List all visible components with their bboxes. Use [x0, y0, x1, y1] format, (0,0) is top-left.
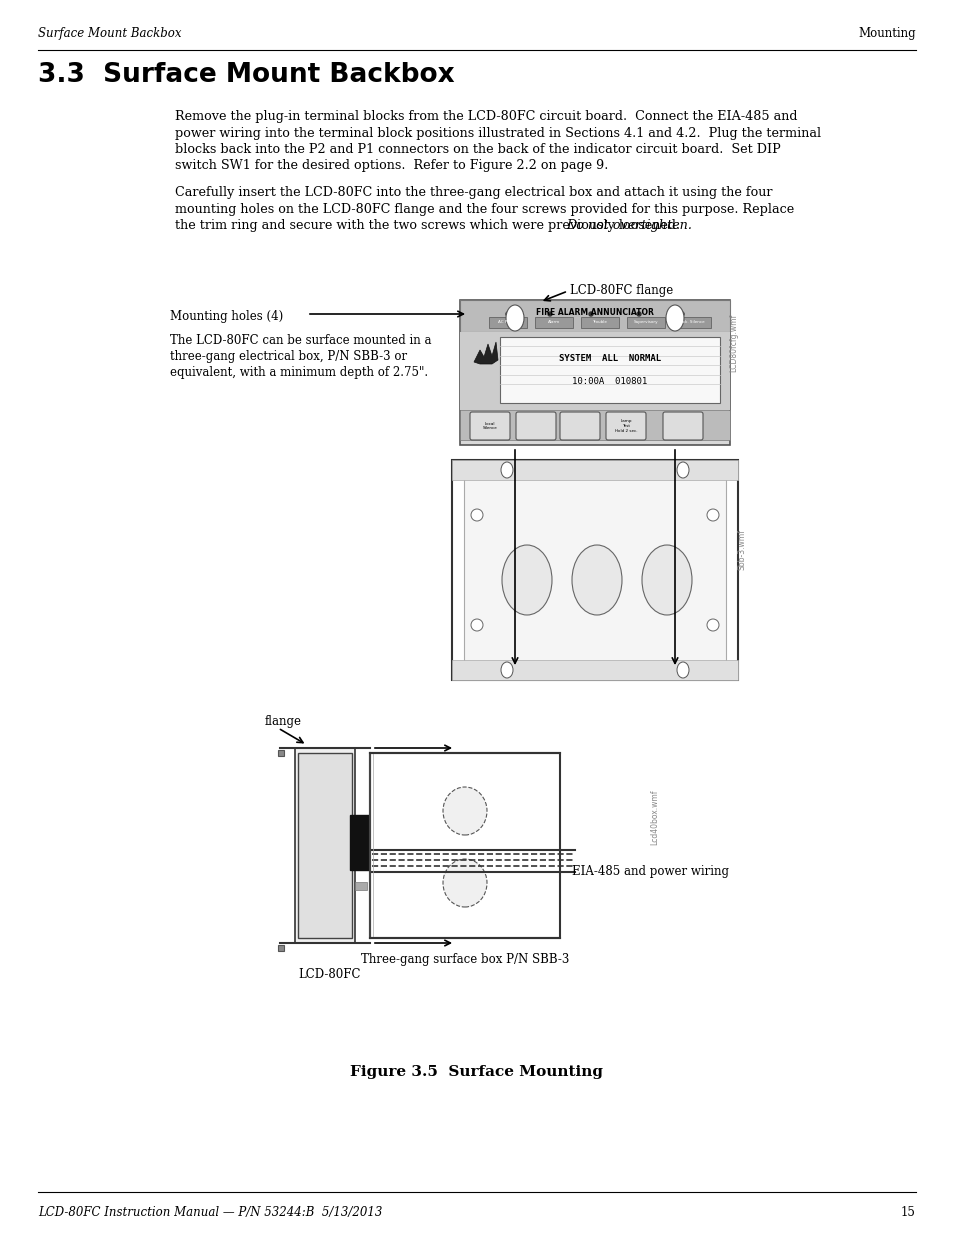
Text: LCD-80FC: LCD-80FC [298, 968, 361, 981]
Circle shape [505, 312, 510, 316]
Bar [294, 748, 355, 944]
Bar [355, 882, 367, 890]
Text: Ack. Silence: Ack. Silence [679, 320, 703, 324]
Ellipse shape [442, 860, 486, 906]
Ellipse shape [641, 545, 691, 615]
FancyBboxPatch shape [516, 412, 556, 440]
Ellipse shape [677, 662, 688, 678]
Text: three-gang electrical box, P/N SBB-3 or: three-gang electrical box, P/N SBB-3 or [170, 350, 407, 363]
FancyBboxPatch shape [470, 412, 510, 440]
FancyBboxPatch shape [605, 412, 645, 440]
Bar [277, 750, 284, 756]
Bar [459, 410, 729, 440]
Bar [459, 332, 729, 410]
Bar [370, 753, 559, 939]
Polygon shape [474, 342, 497, 364]
Bar [580, 317, 618, 329]
Bar [297, 753, 352, 939]
Circle shape [547, 312, 552, 316]
Text: Surface Mount Backbox: Surface Mount Backbox [38, 27, 181, 40]
Text: LCD80fcfg.wmf: LCD80fcfg.wmf [729, 314, 738, 373]
Circle shape [679, 312, 683, 316]
Bar [459, 300, 729, 445]
Text: Carefully insert the LCD-80FC into the three-gang electrical box and attach it u: Carefully insert the LCD-80FC into the t… [174, 186, 772, 199]
Text: mounting holes on the LCD-80FC flange and the four screws provided for this purp: mounting holes on the LCD-80FC flange an… [174, 203, 794, 215]
Text: LCD-80FC flange: LCD-80FC flange [569, 284, 673, 296]
Ellipse shape [665, 305, 683, 331]
Text: Supervisory: Supervisory [633, 320, 658, 324]
Text: Mounting holes (4): Mounting holes (4) [170, 310, 283, 324]
Circle shape [471, 619, 482, 631]
Text: EIA-485 and power wiring: EIA-485 and power wiring [572, 864, 728, 878]
Ellipse shape [500, 462, 513, 478]
Text: Trouble: Trouble [592, 320, 607, 324]
Bar [280, 739, 370, 953]
Bar [452, 459, 738, 680]
Text: the trim ring and secure with the two screws which were previously loosened.: the trim ring and secure with the two sc… [174, 219, 683, 232]
Circle shape [706, 619, 719, 631]
Bar [535, 317, 573, 329]
Bar [489, 317, 526, 329]
Text: Remove the plug-in terminal blocks from the LCD-80FC circuit board.  Connect the: Remove the plug-in terminal blocks from … [174, 110, 797, 124]
Circle shape [637, 312, 640, 316]
Bar [452, 659, 738, 680]
Bar [459, 300, 729, 332]
Text: Lcd40box.wmf: Lcd40box.wmf [650, 789, 659, 845]
Text: Three-gang surface box P/N SBB-3: Three-gang surface box P/N SBB-3 [360, 953, 569, 966]
Text: Lamp
Test
Hold 2 sec.: Lamp Test Hold 2 sec. [614, 420, 637, 432]
Bar [499, 337, 720, 403]
Ellipse shape [442, 787, 486, 835]
Text: AC Power: AC Power [497, 320, 517, 324]
Ellipse shape [500, 662, 513, 678]
Circle shape [706, 509, 719, 521]
Circle shape [471, 509, 482, 521]
Ellipse shape [501, 545, 552, 615]
Bar [452, 459, 738, 480]
Bar [463, 472, 725, 668]
Text: FIRE ALARM ANNUNCIATOR: FIRE ALARM ANNUNCIATOR [536, 308, 653, 317]
Text: Do not overtighten.: Do not overtighten. [565, 219, 691, 232]
Text: flange: flange [265, 715, 302, 727]
Text: LCD-80FC Instruction Manual — P/N 53244:B  5/13/2013: LCD-80FC Instruction Manual — P/N 53244:… [38, 1207, 382, 1219]
FancyBboxPatch shape [559, 412, 599, 440]
Ellipse shape [505, 305, 523, 331]
Text: Mounting: Mounting [858, 27, 915, 40]
Text: Local
Silence: Local Silence [482, 421, 497, 430]
Bar [277, 945, 284, 951]
FancyBboxPatch shape [662, 412, 702, 440]
Bar [626, 317, 664, 329]
Text: blocks back into the P2 and P1 connectors on the back of the indicator circuit b: blocks back into the P2 and P1 connector… [174, 143, 780, 156]
Ellipse shape [677, 462, 688, 478]
Text: equivalent, with a minimum depth of 2.75".: equivalent, with a minimum depth of 2.75… [170, 366, 428, 379]
Text: power wiring into the terminal block positions illustrated in Sections 4.1 and 4: power wiring into the terminal block pos… [174, 126, 821, 140]
Text: 10:00A  010801: 10:00A 010801 [572, 378, 647, 387]
Text: switch SW1 for the desired options.  Refer to Figure 2.2 on page 9.: switch SW1 for the desired options. Refe… [174, 159, 608, 173]
Circle shape [588, 312, 593, 316]
Text: Figure 3.5  Surface Mounting: Figure 3.5 Surface Mounting [350, 1065, 603, 1079]
Text: 15: 15 [901, 1207, 915, 1219]
Bar [672, 317, 710, 329]
Text: 3.3  Surface Mount Backbox: 3.3 Surface Mount Backbox [38, 62, 455, 88]
Text: Sbb-3.wmf: Sbb-3.wmf [737, 529, 745, 571]
Text: The LCD-80FC can be surface mounted in a: The LCD-80FC can be surface mounted in a [170, 333, 431, 347]
Ellipse shape [572, 545, 621, 615]
Text: Alarm: Alarm [547, 320, 559, 324]
Text: SYSTEM  ALL  NORMAL: SYSTEM ALL NORMAL [558, 353, 660, 363]
Bar [350, 815, 372, 869]
